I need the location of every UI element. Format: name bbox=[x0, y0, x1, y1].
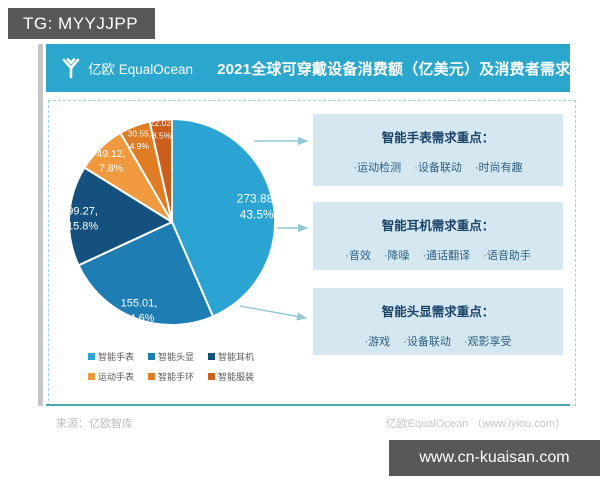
legend-swatch bbox=[208, 373, 215, 380]
watermark-badge-bottom: www.cn-kuaisan.com bbox=[389, 440, 600, 476]
legend-swatch bbox=[148, 373, 155, 380]
legend-swatch bbox=[148, 353, 155, 360]
demand-box-items: ·游戏 ·设备联动 ·观影享受 bbox=[364, 333, 511, 349]
footer-divider-line bbox=[46, 404, 570, 406]
chart-legend: 智能手表 智能头显 智能耳机运动手表 智能手环 智能服装 bbox=[88, 350, 278, 390]
demand-box-title: 智能头显需求重点： bbox=[381, 305, 495, 319]
legend-label: 智能手环 bbox=[158, 372, 195, 382]
demand-box-items: ·音效 ·降噪 ·通话翻译 ·语音助手 bbox=[345, 247, 531, 263]
demand-item: ·语音助手 bbox=[483, 250, 531, 262]
logo-text: 亿欧 EqualOcean bbox=[88, 62, 194, 77]
demand-item: ·运动检测 bbox=[353, 162, 402, 174]
legend-item-智能头显: 智能头显 bbox=[148, 350, 200, 363]
legend-label: 智能头显 bbox=[158, 352, 195, 362]
legend-label: 智能服装 bbox=[218, 372, 255, 382]
legend-swatch bbox=[88, 373, 95, 380]
demand-box-items: ·运动检测 ·设备联动 ·时尚有趣 bbox=[353, 159, 522, 175]
legend-item-智能手环: 智能手环 bbox=[148, 370, 200, 383]
demand-box-earphones: 智能耳机需求重点： ·音效 ·降噪 ·通话翻译 ·语音助手 bbox=[313, 202, 563, 270]
legend-swatch bbox=[88, 353, 95, 360]
demand-item: ·音效 bbox=[345, 250, 371, 262]
equalocean-logo: 亿欧 EqualOcean bbox=[46, 56, 193, 80]
legend-item-智能服装: 智能服装 bbox=[208, 370, 260, 383]
chart-title: 2021全球可穿戴设备消费额（亿美元）及消费者需求 bbox=[217, 60, 571, 78]
demand-box-headset: 智能头显需求重点： ·游戏 ·设备联动 ·观影享受 bbox=[313, 288, 563, 355]
legend-label: 运动手表 bbox=[98, 372, 135, 382]
demand-item: ·通话翻译 bbox=[422, 250, 471, 262]
legend-label: 智能手表 bbox=[98, 352, 135, 362]
demand-item: ·观影享受 bbox=[463, 336, 512, 348]
demand-item: ·降噪 bbox=[383, 250, 410, 262]
demand-item: ·设备联动 bbox=[403, 336, 451, 348]
demand-box-smartwatch: 智能手表需求重点： ·运动检测 ·设备联动 ·时尚有趣 bbox=[313, 114, 563, 186]
demand-box-title: 智能耳机需求重点： bbox=[381, 219, 495, 233]
source-note: 来源：亿欧智库 bbox=[56, 418, 133, 430]
legend-item-智能耳机: 智能耳机 bbox=[208, 350, 260, 363]
demand-item: ·游戏 bbox=[364, 336, 391, 348]
equalocean-logo-icon bbox=[62, 58, 80, 79]
page-edge-strip bbox=[38, 44, 43, 406]
legend-item-智能手表: 智能手表 bbox=[88, 350, 140, 363]
demand-item: ·时尚有趣 bbox=[474, 162, 523, 174]
watermark-bottom-text: www.cn-kuaisan.com bbox=[419, 449, 570, 466]
demand-box-title: 智能手表需求重点： bbox=[381, 131, 495, 145]
legend-item-运动手表: 运动手表 bbox=[88, 370, 140, 383]
credit-note: 亿欧EqualOcean （www.iyiou.com） bbox=[385, 418, 566, 430]
chart-header-bar: 亿欧 EqualOcean 2021全球可穿戴设备消费额（亿美元）及消费者需求 bbox=[46, 44, 570, 92]
watermark-badge-top: TG: MYYJJPP bbox=[8, 8, 155, 39]
demand-item: ·设备联动 bbox=[414, 162, 462, 174]
legend-label: 智能耳机 bbox=[218, 352, 255, 362]
legend-swatch bbox=[208, 353, 215, 360]
watermark-top-text: TG: MYYJJPP bbox=[23, 13, 139, 33]
